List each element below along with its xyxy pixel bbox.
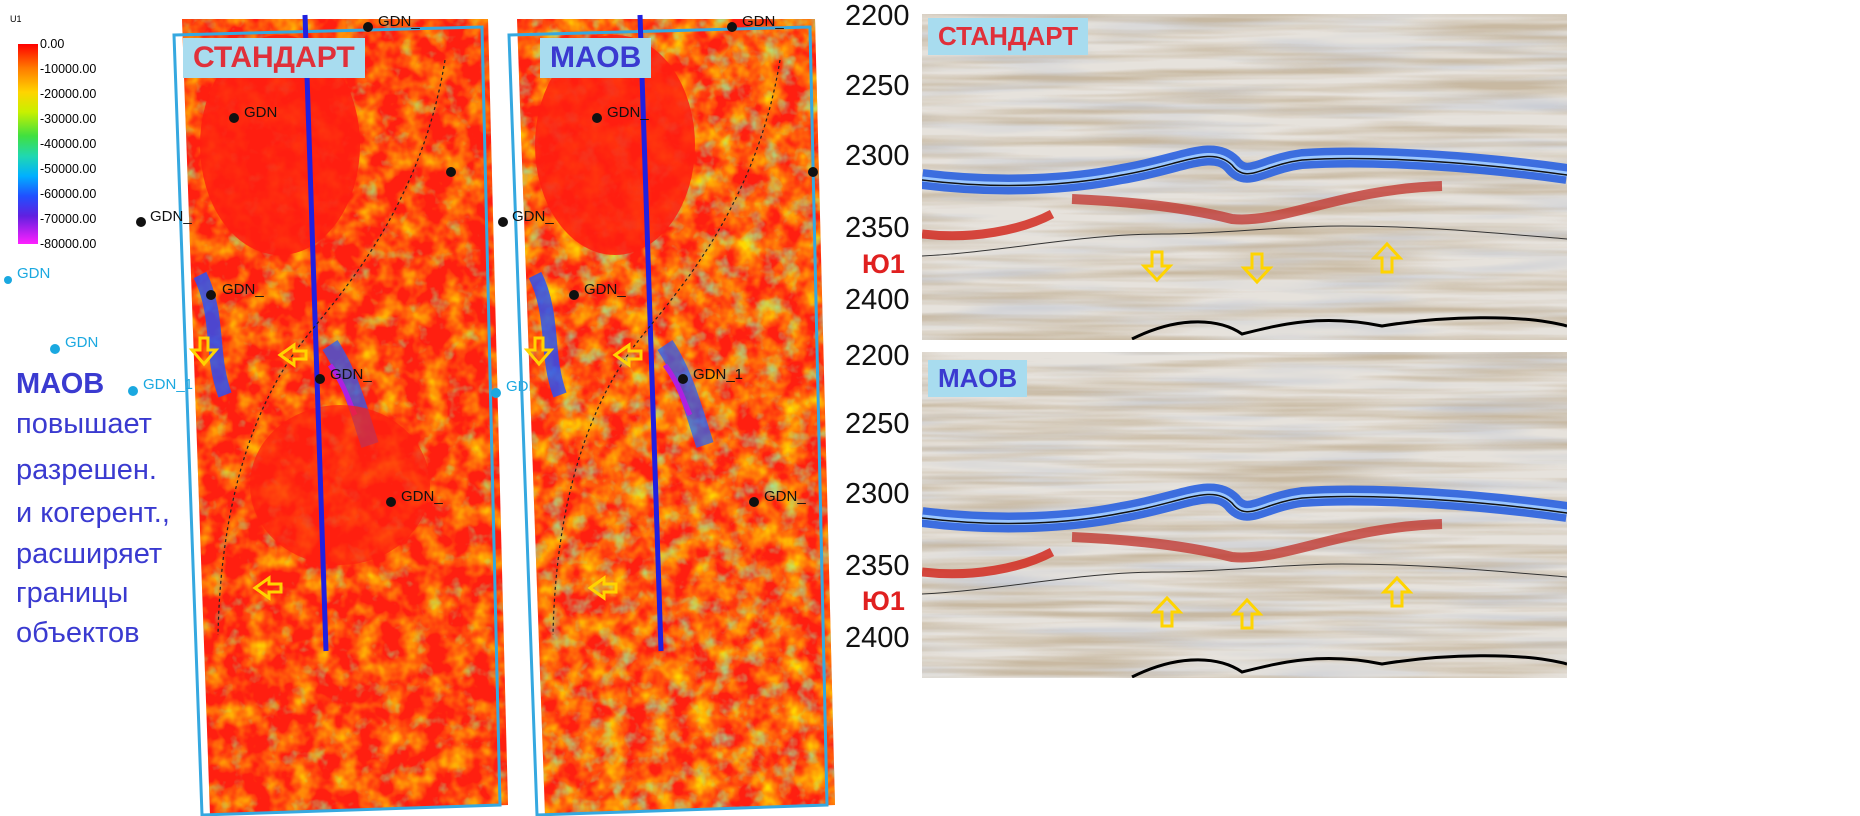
- legend-title: U1: [10, 14, 22, 24]
- well-marker-offmap[interactable]: [50, 344, 60, 354]
- horizon-label: Ю1: [862, 586, 905, 616]
- horizon-label: Ю1: [862, 249, 905, 279]
- legend-tick: -60000.00: [40, 187, 97, 201]
- note-line: и когерент.,: [16, 497, 170, 529]
- well-marker-offmap[interactable]: [128, 386, 138, 396]
- well-label: GDN_: [764, 488, 806, 505]
- legend-tick: -70000.00: [40, 212, 97, 226]
- legend-tick: -40000.00: [40, 137, 97, 151]
- well-marker[interactable]: [498, 217, 508, 227]
- well-label: GDN_: [330, 366, 372, 383]
- note-line: разрешен.: [16, 454, 157, 486]
- depth-tick: 2200: [845, 340, 910, 372]
- legend-tick: -30000.00: [40, 112, 97, 126]
- well-label-offmap: GDN_1: [143, 376, 194, 393]
- well-marker[interactable]: [592, 113, 602, 123]
- seismic-section-maov: [922, 352, 1567, 678]
- depth-tick: 2400: [845, 284, 910, 316]
- map-tag-maov: МАОВ: [540, 38, 652, 78]
- attribute-map-maov: [507, 14, 835, 816]
- section-tag-maov: МАОВ: [928, 360, 1028, 397]
- well-marker[interactable]: [206, 290, 216, 300]
- legend-colorbar: [18, 44, 38, 244]
- well-marker[interactable]: [136, 217, 146, 227]
- depth-tick: 2400: [845, 622, 910, 654]
- legend-tick: -80000.00: [40, 237, 97, 251]
- depth-tick: 2350: [845, 550, 910, 582]
- depth-tick: 2300: [845, 478, 910, 510]
- note-heading: МАОВ: [16, 368, 105, 400]
- legend-tick: -50000.00: [40, 162, 97, 176]
- well-label: GDN_: [150, 208, 192, 225]
- seismic-section-standard: [922, 14, 1567, 340]
- map-tag-standard: СТАНДАРТ: [183, 38, 365, 78]
- section-tag-standard: СТАНДАРТ: [928, 18, 1089, 55]
- legend-tick: 0.00: [40, 37, 65, 51]
- well-marker[interactable]: [727, 22, 737, 32]
- well-label: GDN_: [401, 488, 443, 505]
- well-label: GDN_: [512, 208, 554, 225]
- well-label: GDN: [244, 104, 278, 121]
- well-label: GDN_: [742, 13, 784, 30]
- well-label: GDN_: [222, 281, 264, 298]
- well-label: GDN_: [584, 281, 626, 298]
- well-label-offmap: GDN: [65, 334, 99, 351]
- well-marker[interactable]: [229, 113, 239, 123]
- well-label: GDN_: [607, 104, 649, 121]
- well-marker[interactable]: [808, 167, 818, 177]
- well-label: GDN_1: [693, 366, 744, 383]
- depth-tick: 2250: [845, 70, 910, 102]
- legend-tick: -20000.00: [40, 87, 97, 101]
- well-marker[interactable]: [678, 374, 688, 384]
- well-marker[interactable]: [315, 374, 325, 384]
- well-marker-offmap[interactable]: [491, 388, 501, 398]
- well-marker[interactable]: [569, 290, 579, 300]
- well-label-offmap: GDN: [17, 265, 51, 282]
- note-line: расширяет: [16, 538, 163, 570]
- depth-tick: 2250: [845, 408, 910, 440]
- note-line: границы: [16, 577, 129, 609]
- legend-tick: -10000.00: [40, 62, 97, 76]
- well-marker[interactable]: [386, 497, 396, 507]
- depth-tick: 2350: [845, 212, 910, 244]
- well-marker[interactable]: [749, 497, 759, 507]
- depth-tick: 2300: [845, 140, 910, 172]
- note-line: повышает: [16, 408, 152, 440]
- depth-tick: 2200: [845, 0, 910, 32]
- well-marker[interactable]: [446, 167, 456, 177]
- note-line: объектов: [16, 617, 140, 649]
- well-marker[interactable]: [363, 22, 373, 32]
- well-label: GDN_: [378, 13, 420, 30]
- attribute-map-standard: [172, 14, 508, 816]
- well-marker-offmap[interactable]: [4, 276, 12, 284]
